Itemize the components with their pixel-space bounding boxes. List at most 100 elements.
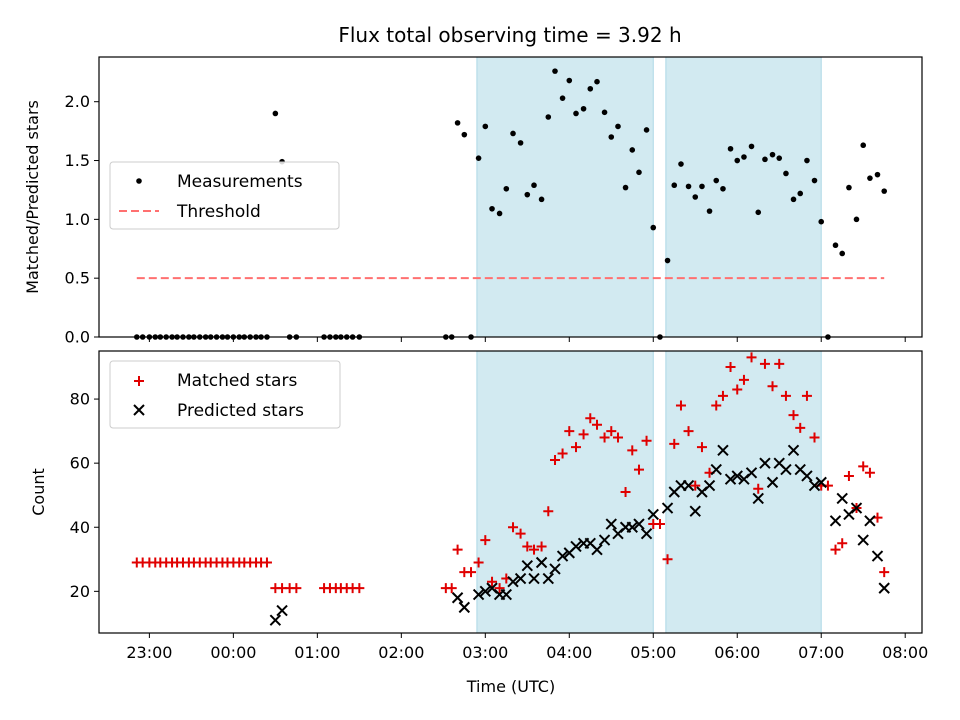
predicted-star-marker (801, 470, 813, 482)
matched-star-marker (515, 528, 526, 539)
matched-star-marker (717, 390, 728, 401)
measurement-point (496, 210, 503, 217)
matched-star-marker (599, 432, 610, 443)
measurement-point (727, 145, 734, 152)
matched-star-marker (536, 541, 547, 552)
predicted-star-marker (871, 550, 884, 562)
measurement-point (461, 131, 468, 138)
matched-star-marker (830, 544, 841, 555)
x-tick-label: 04:00 (546, 643, 592, 662)
x-tick-label: 07:00 (798, 643, 844, 662)
matched-star-marker (795, 422, 806, 433)
measurement-point (545, 114, 552, 120)
predicted-star-marker (451, 592, 464, 604)
chart-title: Flux total observing time = 3.92 h (338, 23, 681, 47)
predicted-star-marker (605, 518, 617, 530)
matched-star-marker (746, 352, 757, 363)
matched-star-marker (627, 445, 638, 456)
matched-star-marker (633, 464, 644, 475)
predicted-star-marker (703, 479, 716, 492)
measurement-point (601, 109, 608, 116)
measurement-point (531, 182, 537, 189)
predicted-star-marker (689, 505, 701, 517)
measurement-point (748, 143, 755, 150)
measurement-point (594, 78, 600, 85)
measurement-point (874, 171, 881, 178)
measurement-point (615, 123, 621, 130)
measurement-point (636, 169, 642, 176)
matched-star-marker (711, 400, 722, 411)
predicted-star-marker (507, 576, 519, 588)
matched-star-marker (487, 576, 498, 587)
matched-star-marker (690, 480, 701, 491)
legend-measurement-marker (136, 178, 142, 184)
predicted-star-marker (542, 572, 554, 585)
x-tick-label: 23:00 (126, 643, 172, 662)
x-tick-label: 02:00 (378, 643, 424, 662)
measurement-point (538, 196, 545, 203)
matched-star-marker (585, 413, 596, 424)
measurement-point (608, 134, 615, 140)
measurement-point (678, 161, 684, 167)
bottom-legend: Matched stars Predicted stars (109, 360, 341, 429)
predicted-star-marker (829, 515, 842, 527)
measurement-point (804, 157, 810, 164)
predicted-star-marker (836, 492, 848, 505)
measurement-point (503, 185, 510, 192)
matched-star-marker (683, 426, 694, 437)
predicted-star-marker (731, 470, 743, 482)
measurement-point (818, 218, 825, 225)
matched-star-marker (654, 519, 665, 530)
matched-star-marker (446, 583, 457, 594)
matched-star-marker (529, 544, 540, 555)
measurement-point (832, 242, 839, 249)
predicted-star-marker (633, 518, 645, 530)
predicted-star-marker (514, 572, 527, 585)
matched-star-marker (591, 419, 602, 430)
predicted-star-marker (500, 588, 513, 601)
matched-star-marker (557, 448, 568, 459)
y-tick-label: 2.0 (65, 92, 90, 111)
measurement-point (811, 177, 818, 184)
measurement-point (622, 184, 629, 191)
matched-star-marker (578, 429, 589, 440)
predicted-star-marker (640, 527, 653, 540)
matched-star-marker (494, 583, 505, 594)
measurement-point (692, 194, 699, 200)
bottom-y-axis-label: Count (29, 468, 48, 516)
measurement-point (846, 184, 852, 191)
measurement-point (629, 147, 636, 153)
measurement-point (699, 183, 705, 190)
predicted-star-marker (808, 479, 821, 492)
x-tick-label: 01:00 (294, 643, 340, 662)
measurement-point (510, 130, 516, 137)
predicted-star-marker (864, 515, 876, 527)
predicted-star-marker (133, 404, 145, 416)
matched-star-marker (809, 432, 820, 443)
predicted-star-marker (458, 601, 471, 614)
measurement-point (454, 120, 461, 126)
matched-star-marker (675, 400, 686, 411)
matched-star-marker (843, 470, 854, 481)
x-axis-label: Time (UTC) (466, 677, 555, 696)
measurement-point (685, 183, 692, 190)
measurement-point (664, 257, 671, 264)
matched-star-marker (732, 384, 743, 395)
predicted-star-marker (780, 463, 792, 476)
measurement-point (650, 224, 657, 231)
x-tick-label: 05:00 (630, 643, 676, 662)
top-y-axis-label: Matched/Predicted stars (23, 100, 42, 294)
measurement-point (881, 188, 888, 194)
predicted-star-marker (682, 479, 695, 492)
measurement-point (867, 175, 873, 181)
x-tick-label: 00:00 (210, 643, 256, 662)
matched-star-marker (473, 557, 484, 568)
measurement-point (482, 123, 489, 130)
measurement-point (762, 156, 768, 163)
predicted-star-marker (745, 467, 758, 479)
measurement-point (839, 250, 846, 257)
matched-star-marker (508, 522, 519, 533)
measurement-point (853, 216, 860, 223)
y-tick-label: 20 (70, 582, 90, 601)
legend-box (109, 161, 340, 230)
